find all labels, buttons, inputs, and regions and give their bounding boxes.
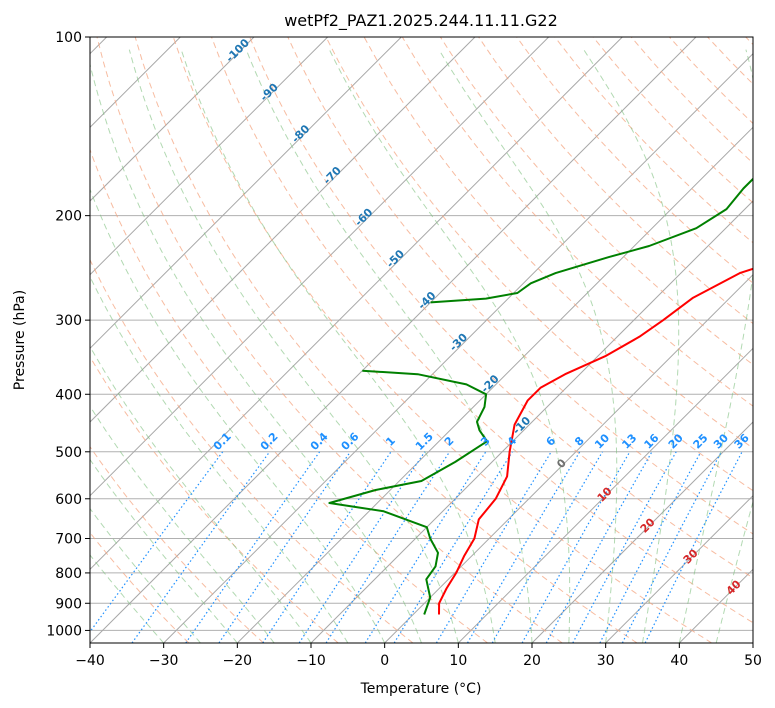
x-tick-label: 0 (380, 653, 389, 669)
dewpoint-upper-profile (430, 177, 753, 304)
mixing-ratio-line (545, 451, 653, 643)
isotherm-line (90, 37, 329, 276)
moist-adiabat-line (715, 499, 753, 643)
moist-adiabat-line (90, 62, 422, 643)
moist-adiabat-line (90, 458, 238, 643)
isotherm-line (457, 347, 753, 643)
temperature-profile (438, 267, 753, 615)
isotherm-line (90, 37, 402, 350)
mixing-ratio-line (572, 451, 677, 643)
moist-adiabat-line (90, 405, 275, 643)
mixing-ratio-line (262, 451, 392, 643)
x-tick-label: 10 (449, 653, 467, 669)
dry-adiabat-line (249, 37, 753, 579)
isotherm-line (90, 37, 550, 497)
mixing-ratio-line (599, 451, 702, 643)
x-axis-label: Temperature (°C) (360, 681, 482, 697)
y-tick-label: 700 (55, 532, 82, 548)
moist-adiabat-line (438, 49, 618, 643)
x-tick-label: −30 (149, 653, 179, 669)
y-tick-label: 600 (55, 492, 82, 508)
dry-adiabat-line (90, 355, 339, 643)
mixing-ratio-lines (90, 451, 743, 643)
mixing-ratio-line (185, 451, 321, 643)
moist-adiabat-line (583, 49, 680, 643)
y-tick-label: 200 (55, 209, 82, 225)
dry-adiabat-line (90, 445, 264, 643)
plot-frame (89, 36, 754, 644)
x-tick-label: 50 (744, 653, 762, 669)
mixing-ratio-line (298, 451, 426, 643)
y-tick-label: 100 (55, 30, 82, 46)
isotherm-line (90, 37, 476, 423)
y-tick-label: 900 (55, 596, 82, 612)
x-tick-label: −40 (75, 653, 105, 669)
y-axis-ticks: 1000 900 800 700 600 500 400 300 200 100 (46, 30, 90, 639)
dry-adiabat-line (516, 37, 753, 284)
isotherm-line (236, 126, 753, 643)
y-axis-label: Pressure (hPa) (12, 290, 28, 390)
dry-adiabats (90, 37, 753, 643)
moist-adiabat-line (328, 49, 571, 643)
y-tick-label: 1000 (46, 623, 82, 639)
mixing-ratio-line (90, 451, 224, 633)
moist-adiabat-line (90, 275, 349, 643)
moist-adiabat-line (678, 49, 753, 643)
moist-adiabat-line (90, 554, 165, 643)
moist-adiabat-line (180, 49, 496, 643)
y-tick-label: 400 (55, 387, 82, 403)
isotherm-line (90, 37, 255, 202)
dry-adiabat-line (211, 37, 753, 624)
x-axis-ticks: −40 −30 −20 −10 0 10 20 30 40 50 (75, 643, 762, 669)
y-tick-label: 800 (55, 566, 82, 582)
mixing-ratio-line (521, 451, 631, 643)
chart-title: wetPf2_PAZ1.2025.244.11.11.G22 (284, 11, 558, 31)
dry-adiabat-line (172, 37, 712, 643)
mixing-ratio-line (131, 451, 271, 643)
dry-adiabat-line (96, 37, 563, 643)
x-tick-label: 40 (670, 653, 688, 669)
dry-adiabat-line (325, 37, 753, 492)
x-tick-label: −20 (223, 653, 253, 669)
mixing-ratio-line (364, 451, 487, 643)
mixing-ratio-line (644, 451, 743, 643)
y-tick-label: 300 (55, 313, 82, 329)
x-tick-label: −10 (296, 653, 326, 669)
moist-adiabat-line (245, 49, 533, 643)
moist-adiabat-line (90, 345, 312, 643)
x-tick-label: 20 (523, 653, 541, 669)
moist-adiabat-line (90, 507, 201, 643)
isotherm-line (531, 421, 753, 643)
y-tick-label: 500 (55, 445, 82, 461)
sounding-profiles (328, 177, 753, 615)
dry-adiabat-line (134, 37, 638, 643)
dry-adiabat-line (287, 37, 753, 535)
moist-adiabat-line (128, 49, 459, 643)
isotherm-line (605, 494, 753, 643)
x-tick-label: 30 (597, 653, 615, 669)
isotherm-line (90, 37, 623, 571)
dewpoint-profile (328, 369, 488, 615)
dry-adiabat-line (90, 258, 414, 643)
isotherm-line (384, 273, 753, 643)
mixing-ratio-line (325, 451, 451, 643)
mixing-ratio-line (218, 451, 351, 643)
isotherm-line (163, 52, 753, 643)
moist-adiabats (90, 49, 753, 643)
mixing-ratio-line (435, 451, 552, 643)
